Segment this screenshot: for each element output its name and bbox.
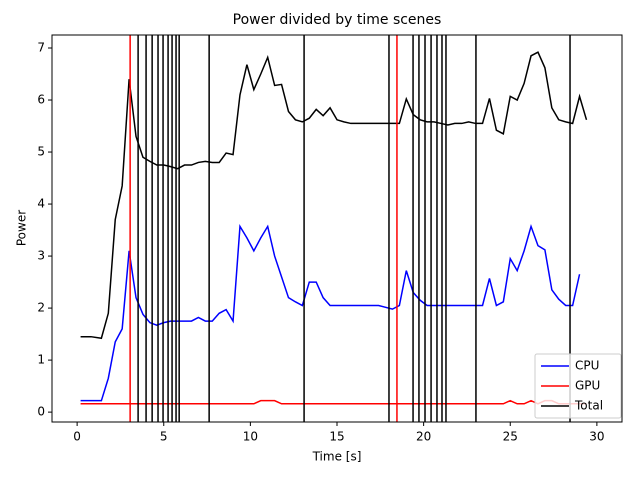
x-tick-label: 15 [329,430,344,444]
series-line [80,223,581,402]
x-axis-label: Time [s] [312,450,362,464]
legend-label: GPU [575,379,600,393]
y-tick-label: 3 [37,249,45,263]
y-tick-label: 7 [37,41,45,55]
y-tick-label: 1 [37,353,45,367]
series-line [80,399,587,405]
legend-label: CPU [575,359,599,373]
y-axis-label: Power [15,210,29,246]
y-tick-label: 6 [37,93,45,107]
x-tick-label: 5 [160,430,168,444]
x-tick-label: 0 [73,430,81,444]
x-tick-label: 25 [503,430,518,444]
y-tick-label: 5 [37,145,45,159]
series-line [80,51,588,340]
x-tick-label: 20 [416,430,431,444]
x-tick-label: 30 [589,430,604,444]
y-tick-label: 2 [37,301,45,315]
legend-label: Total [574,399,603,413]
axes-frame [51,34,623,423]
x-tick-label: 10 [243,430,258,444]
y-tick-label: 0 [37,405,45,419]
legend-box [534,353,622,419]
chart-title: Power divided by time scenes [233,12,442,28]
y-tick-label: 4 [37,197,45,211]
